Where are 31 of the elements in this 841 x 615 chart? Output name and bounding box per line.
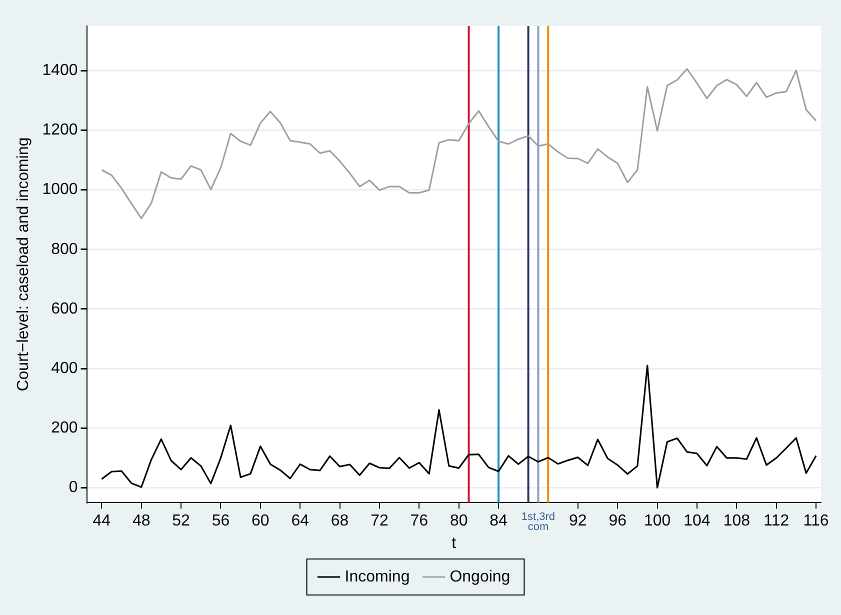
x-tick-label: 76: [410, 512, 428, 530]
legend-label: Ongoing: [450, 568, 510, 586]
x-tick-label: 116: [803, 512, 829, 530]
legend-label: Incoming: [344, 568, 410, 586]
x-tick-label: 92: [569, 512, 587, 530]
y-tick-label: 1400: [42, 62, 78, 80]
y-tick-label: 1200: [42, 122, 78, 139]
x-axis-title: t: [452, 534, 457, 552]
x-tick-label: 68: [330, 512, 349, 530]
y-axis-title: Court−level: caseload and incoming: [15, 137, 32, 392]
x-tick-label: 64: [291, 512, 310, 530]
y-tick-label: 1000: [42, 181, 78, 198]
x-tick-label: 112: [764, 512, 790, 530]
x-tick-label: 48: [132, 512, 150, 530]
ref-line-label: 1st,3rd com: [521, 511, 556, 534]
y-tick-label: 0: [68, 479, 78, 496]
x-tick-label: 100: [644, 512, 671, 530]
y-tick-label: 200: [51, 420, 78, 437]
x-tick-label: 52: [172, 512, 190, 530]
x-tick-label: 104: [684, 512, 710, 530]
y-tick-label: 600: [51, 300, 78, 318]
y-tick-label: 400: [51, 360, 78, 377]
x-tick-label: 84: [490, 512, 508, 530]
x-tick-label: 80: [450, 512, 468, 530]
x-tick-label: 60: [252, 512, 270, 530]
x-tick-label: 108: [723, 512, 750, 530]
x-tick-label: 72: [370, 512, 388, 530]
x-tick-label: 96: [608, 512, 627, 530]
x-tick-label: 56: [212, 512, 230, 530]
x-tick-label: 44: [92, 512, 111, 530]
y-tick-label: 800: [51, 240, 78, 258]
